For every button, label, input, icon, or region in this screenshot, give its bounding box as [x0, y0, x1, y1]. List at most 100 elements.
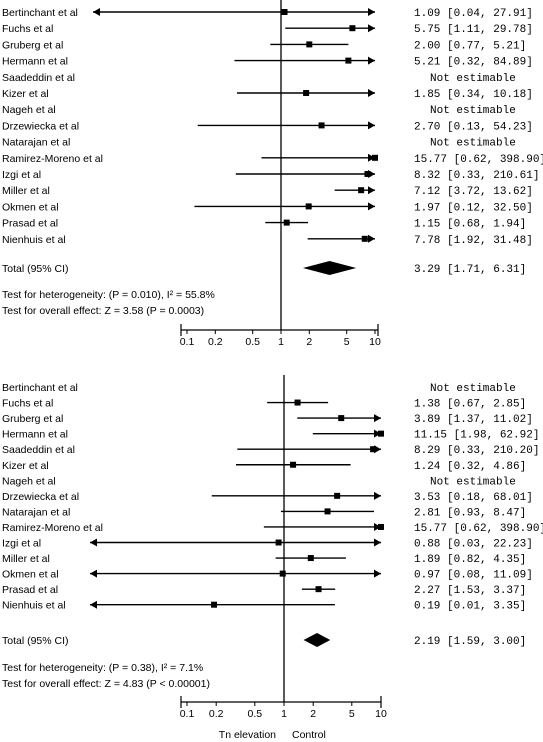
study-ci-text: Not estimable	[430, 73, 516, 85]
study-name: Hermann et al	[2, 429, 68, 441]
x-tick-label: 5	[349, 708, 355, 720]
total-label: Total (95% CI)	[2, 263, 69, 275]
study-ci-text: 5.21 [0.32, 84.89]	[414, 57, 533, 69]
study-name: Izgi et al	[2, 169, 41, 181]
heterogeneity-text: Test for heterogeneity: (P = 0.38), I² =…	[2, 662, 203, 674]
study-name: Prasad et al	[2, 218, 58, 230]
study-name: Miller et al	[2, 185, 50, 197]
study-ci-text: Not estimable	[430, 476, 516, 488]
point-estimate	[281, 9, 288, 15]
pooled-diamond	[303, 633, 331, 647]
study-ci-text: 8.32 [0.33, 210.61]	[414, 170, 539, 182]
study-name: Nageh et al	[2, 475, 56, 487]
total-ci-text: 3.29 [1.71, 6.31]	[414, 264, 526, 276]
point-estimate	[345, 57, 352, 64]
study-ci-text: 8.29 [0.33, 210.20]	[414, 445, 539, 457]
x-tick-label: 5	[344, 336, 350, 348]
study-name: Bertinchant et al	[2, 7, 78, 19]
x-tick-label: 2	[306, 336, 312, 348]
left-arrow-icon	[90, 538, 97, 547]
x-tick-label: 10	[369, 336, 381, 348]
study-ci-text: Not estimable	[430, 383, 516, 395]
study-name: Miller et al	[2, 553, 50, 565]
point-estimate	[334, 492, 341, 499]
point-estimate	[275, 539, 282, 546]
study-ci-text: 15.77 [0.62, 398.90]	[414, 154, 543, 166]
point-estimate	[324, 508, 331, 515]
study-ci-text: 7.12 [3.72, 13.62]	[414, 186, 533, 198]
point-estimate	[303, 90, 310, 96]
study-ci-text: 11.15 [1.98, 62.92]	[414, 430, 539, 442]
right-arrow-icon	[374, 522, 381, 531]
heterogeneity-text: Test for heterogeneity: (P = 0.010), I² …	[2, 289, 215, 301]
right-arrow-icon	[374, 569, 381, 578]
overall-effect-text: Test for overall effect: Z = 4.83 (P < 0…	[2, 678, 210, 690]
point-estimate	[338, 415, 345, 422]
pooled-diamond	[302, 261, 357, 275]
point-estimate	[294, 399, 301, 406]
study-name: Drzewiecka et al	[2, 491, 79, 503]
study-name: Nageh et al	[2, 104, 56, 116]
study-ci-text: 7.78 [1.92, 31.48]	[414, 235, 533, 247]
point-estimate	[370, 446, 377, 453]
study-name: Drzewiecka et al	[2, 120, 79, 132]
x-tick-label: 0.5	[247, 708, 262, 720]
study-ci-text: 5.75 [1.11, 29.78]	[414, 24, 533, 36]
study-name: Natarajan et al	[2, 506, 70, 518]
left-arrow-icon	[93, 8, 100, 16]
study-ci-text: 1.85 [0.34, 10.18]	[414, 89, 533, 101]
x-tick-label: 1	[281, 708, 287, 720]
right-arrow-icon	[368, 186, 375, 195]
study-ci-text: Not estimable	[430, 138, 516, 150]
study-name: Saadeddin et al	[2, 444, 75, 456]
study-name: Izgi et al	[2, 538, 41, 550]
point-estimate	[315, 586, 322, 593]
study-name: Natarajan et al	[2, 137, 70, 149]
study-name: Kizer et al	[2, 88, 49, 100]
point-estimate	[318, 122, 325, 129]
study-ci-text: 2.70 [0.13, 54.23]	[414, 121, 533, 133]
study-ci-text: 2.81 [0.93, 8.47]	[414, 507, 526, 519]
point-estimate	[378, 523, 384, 530]
study-name: Prasad et al	[2, 584, 58, 596]
study-ci-text: 3.89 [1.37, 11.02]	[414, 414, 533, 426]
point-estimate	[305, 203, 312, 210]
study-ci-text: 1.09 [0.04, 27.91]	[414, 8, 533, 20]
right-arrow-icon	[368, 8, 375, 16]
study-ci-text: 0.19 [0.01, 3.35]	[414, 601, 526, 613]
study-name: Okmen et al	[2, 201, 59, 213]
study-ci-text: 15.77 [0.62, 398.90]	[414, 523, 543, 535]
right-arrow-icon	[368, 153, 375, 162]
x-label-left: Tn elevation	[219, 729, 276, 741]
study-name: Saadeddin et al	[2, 72, 75, 84]
study-name: Fuchs et al	[2, 23, 53, 35]
total-ci-text: 2.19 [1.59, 3.00]	[414, 636, 526, 648]
forest-panel-1: Bertinchant et al 1.09 [0.04, 27.91] Fuchs…	[2, 0, 543, 348]
x-tick-label: 0.2	[208, 336, 223, 348]
right-arrow-icon	[368, 24, 375, 33]
study-ci-text: 1.97 [0.12, 32.50]	[414, 202, 533, 214]
right-arrow-icon	[368, 202, 375, 211]
right-arrow-icon	[368, 89, 375, 97]
study-ci-text: 2.27 [1.53, 3.37]	[414, 585, 526, 597]
point-estimate	[307, 555, 314, 562]
point-estimate	[283, 219, 290, 226]
point-estimate	[378, 430, 384, 437]
point-estimate	[364, 171, 371, 177]
right-arrow-icon	[368, 121, 375, 130]
point-estimate	[361, 235, 368, 242]
study-ci-text: Not estimable	[430, 105, 516, 117]
x-tick-label: 2	[310, 708, 316, 720]
overall-effect-text: Test for overall effect: Z = 3.58 (P = 0…	[2, 305, 204, 317]
x-tick-label: 0.1	[180, 336, 195, 348]
right-arrow-icon	[374, 491, 381, 500]
study-name: Nienhuis et al	[2, 600, 66, 612]
right-arrow-icon	[368, 234, 375, 243]
study-ci-text: 3.53 [0.18, 68.01]	[414, 492, 533, 504]
left-arrow-icon	[90, 600, 97, 609]
study-name: Hermann et al	[2, 56, 68, 68]
study-ci-text: 1.38 [0.67, 2.85]	[414, 399, 526, 411]
x-tick-label: 1	[278, 336, 284, 348]
study-ci-text: 1.89 [0.82, 4.35]	[414, 554, 526, 566]
study-ci-text: 0.88 [0.03, 22.23]	[414, 539, 533, 551]
